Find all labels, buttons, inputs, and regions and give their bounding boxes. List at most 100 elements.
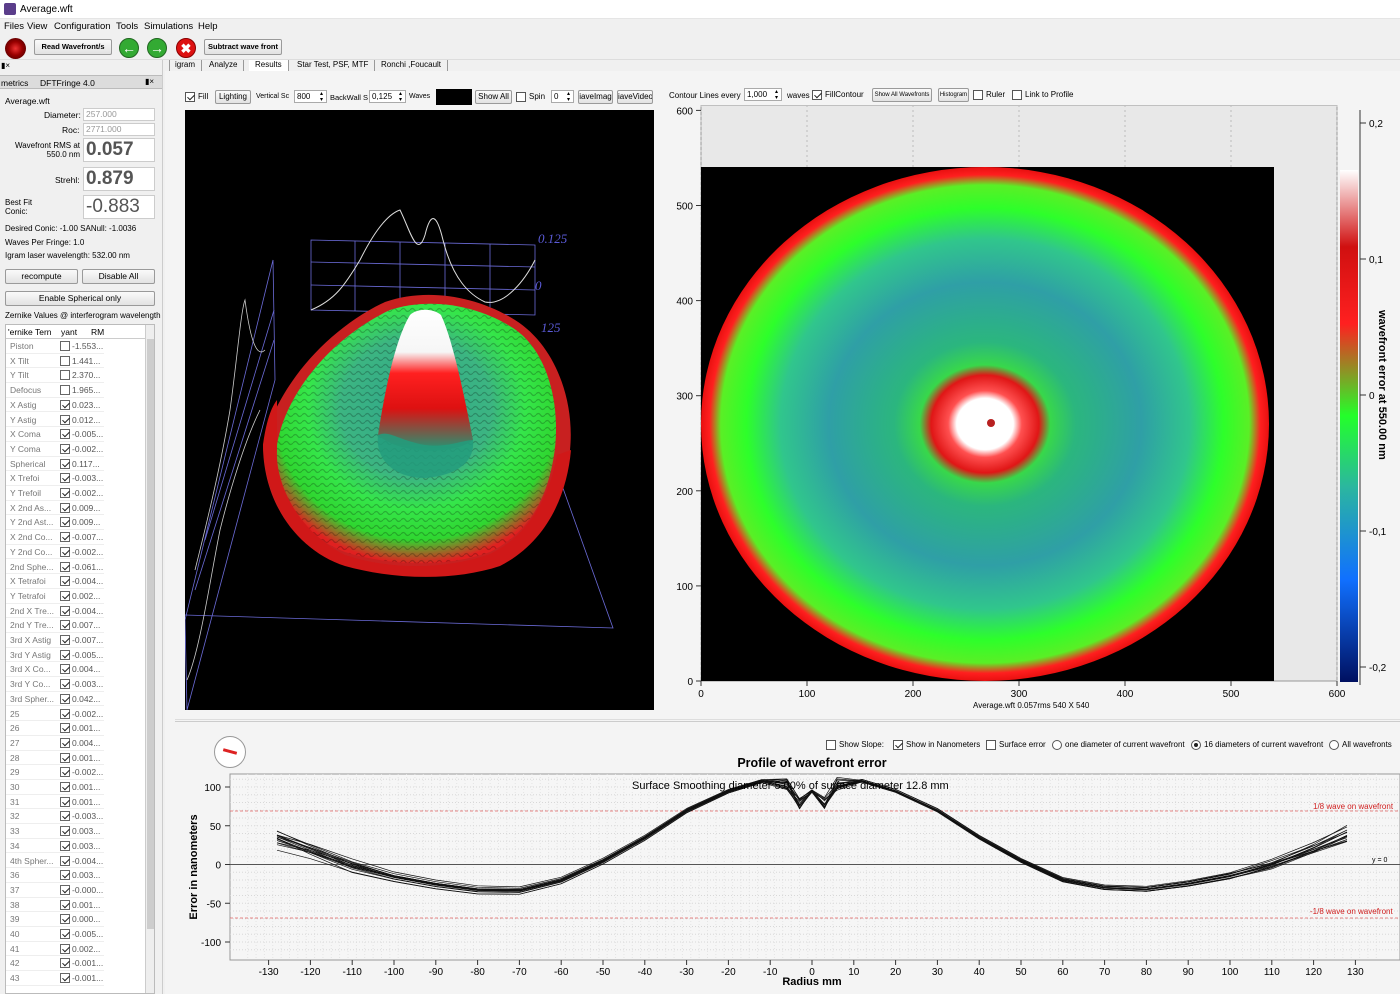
ruler-checkbox[interactable] (973, 89, 983, 100)
zernike-enable-checkbox[interactable] (60, 767, 70, 778)
menu-view[interactable]: View (27, 21, 48, 32)
link-profile-checkbox[interactable] (1012, 89, 1022, 100)
zernike-enable-checkbox[interactable] (60, 414, 70, 425)
tab-igram[interactable]: igram (169, 60, 203, 71)
zernike-enable-checkbox[interactable] (60, 914, 70, 925)
compass-icon[interactable] (214, 736, 246, 768)
contour-plot[interactable]: 0 100 200 300 400 500 600 0 100 200 300 400 500 600 A… (665, 104, 1400, 715)
back-arrow-icon[interactable]: ← (119, 38, 139, 58)
zernike-enable-checkbox[interactable] (60, 943, 70, 954)
show-all-wavefronts-button[interactable]: Show All Wavefronts (872, 88, 932, 102)
zernike-enable-checkbox[interactable] (60, 473, 70, 484)
show-nanometers-checkbox[interactable] (893, 739, 903, 750)
zernike-enable-checkbox[interactable] (60, 796, 70, 807)
save-video-button[interactable]: iaveVideo (617, 90, 653, 104)
zernike-enable-checkbox[interactable] (60, 899, 70, 910)
zernike-enable-checkbox[interactable] (60, 635, 70, 645)
fill-checkbox[interactable] (185, 91, 195, 102)
zernike-enable-checkbox[interactable] (60, 855, 70, 866)
zernike-enable-checkbox[interactable] (60, 826, 70, 837)
lighting-button[interactable]: Lighting (215, 90, 251, 104)
zernike-enable-checkbox[interactable] (60, 546, 70, 557)
zernike-enable-checkbox[interactable] (60, 532, 70, 543)
vertical-scale-spin[interactable]: 800 (294, 90, 327, 103)
save-image-button[interactable]: iaveImag (578, 90, 613, 104)
zernike-enable-checkbox[interactable] (60, 870, 70, 881)
zernike-enable-checkbox[interactable] (60, 443, 70, 454)
interferogram-icon[interactable] (5, 38, 26, 59)
zernike-enable-checkbox[interactable] (60, 576, 70, 587)
subtract-wavefront-button[interactable]: Subtract wave front (204, 39, 282, 55)
contour-interval-spin[interactable]: 1,000 (744, 88, 782, 101)
zernike-enable-checkbox[interactable] (60, 561, 70, 572)
zernike-enable-checkbox[interactable] (60, 708, 70, 719)
zernike-enable-checkbox[interactable] (60, 737, 70, 748)
zernike-enable-checkbox[interactable] (60, 752, 70, 763)
waves-color-swatch[interactable] (436, 89, 472, 105)
zernike-enable-checkbox[interactable] (60, 429, 70, 440)
zernike-enable-checkbox[interactable] (60, 370, 70, 381)
zernike-enable-checkbox[interactable] (60, 840, 70, 851)
one-diameter-radio[interactable] (1052, 739, 1062, 750)
zernike-enable-checkbox[interactable] (60, 884, 70, 895)
tab-ronchi-foucault[interactable]: Ronchi ,Foucault (375, 60, 449, 71)
zernike-enable-checkbox[interactable] (60, 958, 70, 969)
spin-checkbox[interactable] (516, 91, 526, 102)
histogram-button[interactable]: Histogram (938, 88, 969, 102)
zernike-enable-checkbox[interactable] (60, 679, 70, 690)
delete-icon[interactable]: ✖ (176, 38, 196, 58)
read-wavefront-button[interactable]: Read Wavefront/s (34, 39, 112, 55)
zernike-enable-checkbox[interactable] (60, 973, 70, 984)
zernike-enable-checkbox[interactable] (60, 782, 70, 792)
menu-help[interactable]: Help (198, 21, 218, 32)
profile-chart[interactable]: Profile of wavefront error -130 -120 -110 -… (175, 752, 1400, 994)
spin-speed-spin[interactable]: 0 (551, 90, 574, 103)
zernike-enable-checkbox[interactable] (60, 385, 70, 396)
forward-arrow-icon[interactable]: → (147, 38, 167, 58)
table-row: Y Trefoil -0.002... (6, 486, 104, 501)
zernike-enable-checkbox[interactable] (60, 929, 70, 939)
zernike-enable-checkbox[interactable] (60, 502, 70, 513)
show-slope-checkbox[interactable] (826, 739, 836, 750)
zernike-enable-checkbox[interactable] (60, 723, 70, 734)
zernike-enable-checkbox[interactable] (60, 590, 70, 601)
zernike-enable-checkbox[interactable] (60, 664, 70, 675)
tab-analyze[interactable]: Analyze (203, 60, 245, 71)
zernike-enable-checkbox[interactable] (60, 517, 70, 528)
zernike-enable-checkbox[interactable] (60, 811, 70, 822)
fill-contour-checkbox[interactable] (812, 89, 822, 100)
table-scrollbar[interactable] (145, 325, 154, 993)
menu-tools[interactable]: Tools (116, 21, 139, 32)
zernike-enable-checkbox[interactable] (60, 399, 70, 410)
zernike-enable-checkbox[interactable] (60, 355, 70, 366)
zernike-enable-checkbox[interactable] (60, 341, 70, 351)
menu-files[interactable]: Files (4, 21, 25, 32)
show-all-button[interactable]: Show All (475, 90, 512, 104)
sixteen-diameters-radio[interactable] (1191, 739, 1201, 750)
zernike-term: 28 (10, 752, 20, 763)
zernike-enable-checkbox[interactable] (60, 458, 70, 469)
zernike-enable-checkbox[interactable] (60, 649, 70, 660)
x-tick-label: -70 (512, 967, 527, 978)
disable-all-button[interactable]: Disable All (82, 269, 155, 284)
all-wavefronts-radio[interactable] (1329, 739, 1339, 750)
tab-star-test[interactable]: Star Test, PSF, MTF (291, 60, 376, 71)
dock-pin-icon[interactable]: ▮× (1, 61, 11, 70)
menu-simulations[interactable]: Simulations (144, 21, 194, 32)
roc-field[interactable]: 2771.000 (83, 123, 155, 136)
zernike-enable-checkbox[interactable] (60, 488, 70, 498)
zernike-enable-checkbox[interactable] (60, 605, 70, 616)
zernike-enable-checkbox[interactable] (60, 693, 70, 704)
dock-close-icon[interactable]: ▮× (145, 77, 155, 86)
enable-spherical-button[interactable]: Enable Spherical only (5, 291, 155, 306)
menu-configuration[interactable]: Configuration (54, 21, 111, 32)
backwall-scale-spin[interactable]: 0,125 (369, 90, 406, 103)
diameter-field[interactable]: 257.000 (83, 108, 155, 121)
recompute-button[interactable]: recompute (5, 269, 78, 284)
zernike-term: Piston (10, 341, 34, 351)
surface-3d-view[interactable]: 0.125 0 125 (185, 110, 654, 710)
splitter[interactable] (175, 719, 1400, 722)
surface-error-checkbox[interactable] (986, 739, 996, 750)
zernike-enable-checkbox[interactable] (60, 620, 70, 631)
tab-results[interactable]: Results (249, 60, 289, 71)
